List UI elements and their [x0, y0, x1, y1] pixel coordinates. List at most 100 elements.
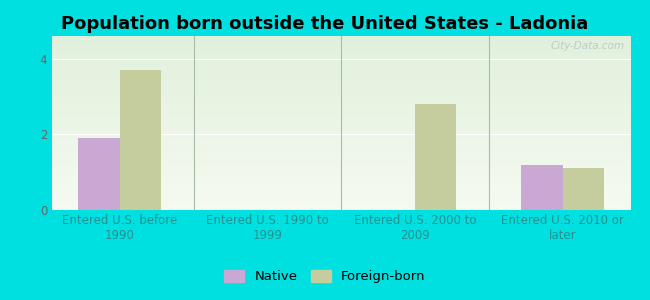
Bar [52, 179, 630, 181]
Bar [52, 188, 630, 190]
Bar [52, 49, 630, 50]
Bar [52, 50, 630, 52]
Bar [52, 158, 630, 159]
Bar [52, 88, 630, 90]
Bar [52, 84, 630, 85]
Bar [52, 114, 630, 116]
Bar [52, 127, 630, 129]
Bar [52, 140, 630, 142]
Bar [415, 104, 456, 210]
Bar [52, 142, 630, 143]
Bar [52, 194, 630, 196]
Bar [52, 72, 630, 74]
Bar [52, 58, 630, 59]
Bar [52, 145, 630, 146]
Bar [52, 95, 630, 97]
Bar [52, 148, 630, 149]
Bar [52, 154, 630, 155]
Bar [52, 171, 630, 172]
Bar [52, 159, 630, 161]
Bar [52, 165, 630, 166]
Bar [52, 71, 630, 72]
Bar [52, 45, 630, 46]
Bar [52, 203, 630, 204]
Bar [52, 139, 630, 140]
Bar [52, 117, 630, 119]
Bar [52, 69, 630, 71]
Bar [52, 97, 630, 98]
Bar [52, 98, 630, 100]
Bar [52, 169, 630, 171]
Bar [52, 46, 630, 48]
Bar [52, 111, 630, 113]
Bar [52, 36, 630, 38]
Bar [52, 75, 630, 76]
Legend: Native, Foreign-born: Native, Foreign-born [220, 266, 430, 287]
Bar [52, 197, 630, 198]
Bar [52, 74, 630, 75]
Bar [52, 174, 630, 175]
Text: City-Data.com: City-Data.com [551, 41, 625, 51]
Bar [52, 191, 630, 193]
Bar [120, 70, 161, 210]
Bar [52, 178, 630, 179]
Bar [52, 85, 630, 87]
Bar [52, 130, 630, 132]
Bar [52, 208, 630, 210]
Bar [52, 207, 630, 208]
Bar [52, 126, 630, 127]
Bar [52, 116, 630, 117]
Bar [52, 146, 630, 148]
Bar [52, 42, 630, 43]
Bar [52, 156, 630, 158]
Bar [52, 78, 630, 80]
Bar [52, 106, 630, 107]
Bar [52, 80, 630, 81]
Bar [52, 162, 630, 164]
Bar [52, 82, 630, 84]
Bar [52, 135, 630, 136]
Bar [52, 124, 630, 126]
Bar [52, 53, 630, 55]
Bar [52, 206, 630, 207]
Bar [52, 39, 630, 40]
Bar [52, 196, 630, 197]
Bar [52, 104, 630, 106]
Bar [52, 91, 630, 93]
Bar [52, 67, 630, 68]
Bar [52, 40, 630, 42]
Bar [52, 132, 630, 133]
Bar [52, 113, 630, 114]
Bar [52, 56, 630, 58]
Bar [52, 190, 630, 191]
Bar [52, 48, 630, 49]
Bar [52, 65, 630, 67]
Bar [52, 43, 630, 45]
Bar [52, 193, 630, 194]
Bar [52, 61, 630, 62]
Bar [52, 137, 630, 139]
Bar [52, 143, 630, 145]
Bar [52, 133, 630, 135]
Bar [52, 175, 630, 177]
Bar [52, 93, 630, 94]
Bar [563, 168, 604, 210]
Bar [52, 204, 630, 206]
Bar [52, 198, 630, 200]
Bar [52, 155, 630, 156]
Bar [52, 177, 630, 178]
Bar [52, 120, 630, 122]
Bar [52, 200, 630, 201]
Bar [52, 55, 630, 56]
Bar [52, 38, 630, 39]
Bar [52, 110, 630, 111]
Bar [52, 172, 630, 174]
Bar [52, 103, 630, 104]
Bar [52, 122, 630, 123]
Bar [52, 62, 630, 64]
Bar [52, 168, 630, 170]
Bar [52, 184, 630, 185]
Bar [52, 101, 630, 103]
Bar [52, 81, 630, 82]
Bar [52, 164, 630, 165]
